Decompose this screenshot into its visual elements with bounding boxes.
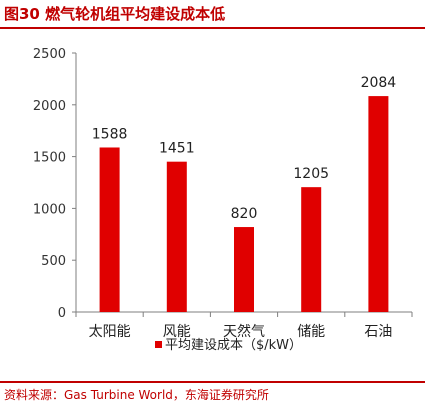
y-tick-label: 0 <box>58 306 66 321</box>
source-note: 资料来源：Gas Turbine World，东海证券研究所 <box>4 388 269 402</box>
data-label: 820 <box>231 206 258 222</box>
y-tick-label: 500 <box>41 254 66 269</box>
footer-rule <box>0 381 425 383</box>
data-label: 1205 <box>293 166 329 182</box>
bar <box>166 161 187 312</box>
bar <box>99 147 120 312</box>
legend-label: 平均建设成本（$/kW） <box>165 338 302 353</box>
category-label: 天然气 <box>223 323 265 340</box>
legend-swatch <box>155 341 162 348</box>
data-label: 2084 <box>361 75 397 91</box>
data-label: 1588 <box>92 126 128 142</box>
bar <box>234 227 254 312</box>
y-tick-label: 1500 <box>33 151 66 166</box>
title-rule <box>0 27 425 29</box>
y-tick-label: 1000 <box>33 202 66 217</box>
bar <box>301 187 322 312</box>
category-label: 风能 <box>163 324 191 340</box>
category-label: 石油 <box>364 324 392 340</box>
data-label: 1451 <box>159 141 195 157</box>
y-tick-label: 2500 <box>33 47 66 62</box>
bar <box>368 96 389 313</box>
figure-title: 图30 燃气轮机组平均建设成本低 <box>4 5 226 23</box>
category-label: 储能 <box>297 324 325 340</box>
bar-chart: 0 500 1000 1500 2000 2500 1588 太阳能 1451 风能 820 天然气 1… <box>33 47 413 353</box>
category-label: 太阳能 <box>89 324 131 340</box>
y-tick-label: 2000 <box>33 99 66 114</box>
